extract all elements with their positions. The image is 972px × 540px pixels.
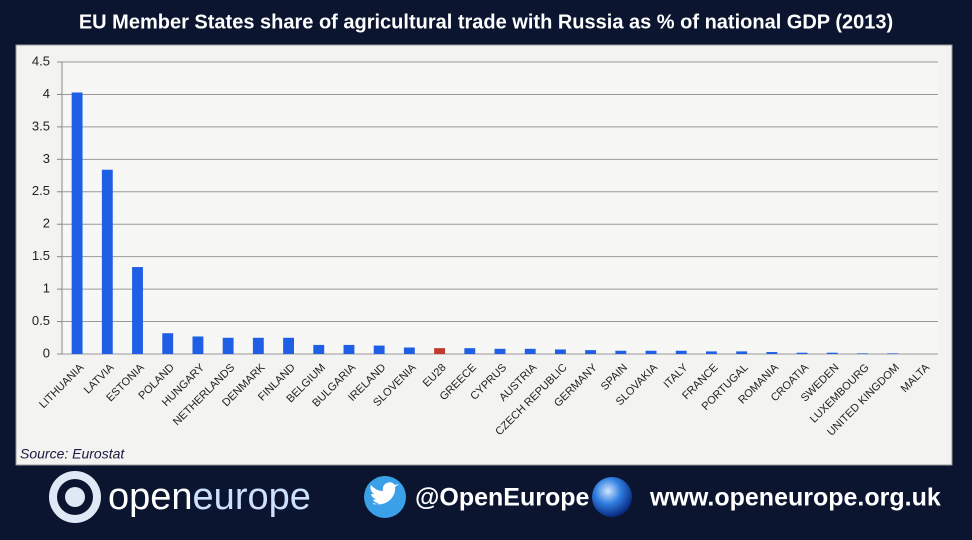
bar — [283, 337, 294, 354]
bar — [464, 348, 476, 354]
bar — [101, 169, 113, 354]
y-tick-label: 3.5 — [32, 118, 50, 133]
bar — [71, 92, 83, 355]
bar — [645, 350, 657, 354]
y-tick-label: 0 — [43, 345, 50, 360]
bar — [494, 348, 506, 354]
bar — [524, 348, 536, 354]
bar — [615, 350, 627, 354]
bar — [706, 351, 717, 354]
bar — [766, 352, 778, 354]
bar — [343, 344, 355, 354]
twitter-handle: @OpenEurope — [415, 484, 589, 512]
bar — [192, 336, 204, 354]
y-tick-label: 4.5 — [32, 53, 50, 68]
plot-background — [62, 62, 938, 354]
brand-europe: europe — [193, 476, 311, 518]
y-tick-label: 2.5 — [32, 183, 50, 198]
bar — [132, 267, 143, 354]
y-tick-label: 2 — [43, 216, 50, 231]
twitter-bird — [370, 482, 399, 505]
bar — [736, 351, 748, 354]
bar — [373, 345, 385, 354]
bar — [585, 350, 597, 354]
bar — [252, 337, 264, 354]
bar — [434, 348, 446, 354]
source-note: Source: Eurostat — [20, 446, 125, 462]
bar — [162, 333, 174, 354]
chart-title: EU Member States share of agricultural t… — [79, 11, 893, 33]
bar — [826, 352, 838, 354]
website: www.openeurope.org.uk — [649, 484, 941, 512]
bar — [857, 353, 868, 354]
footer: openeurope @OpenEurope www.openeurope.or… — [49, 471, 941, 523]
bar — [313, 344, 325, 354]
bar — [403, 347, 415, 354]
y-tick-label: 0.5 — [32, 313, 50, 328]
y-tick-label: 1 — [43, 281, 50, 296]
y-tick-label: 4 — [43, 86, 50, 101]
brand-open: open — [108, 476, 193, 518]
bar — [796, 352, 808, 354]
logo-dot — [65, 487, 85, 507]
bar — [554, 349, 566, 354]
bar — [222, 337, 234, 354]
y-tick-label: 3 — [43, 151, 50, 166]
y-tick-label: 1.5 — [32, 248, 50, 263]
brand-text: openeurope — [108, 476, 311, 518]
globe-icon — [592, 477, 632, 517]
bar — [887, 353, 899, 354]
bar — [675, 350, 687, 354]
